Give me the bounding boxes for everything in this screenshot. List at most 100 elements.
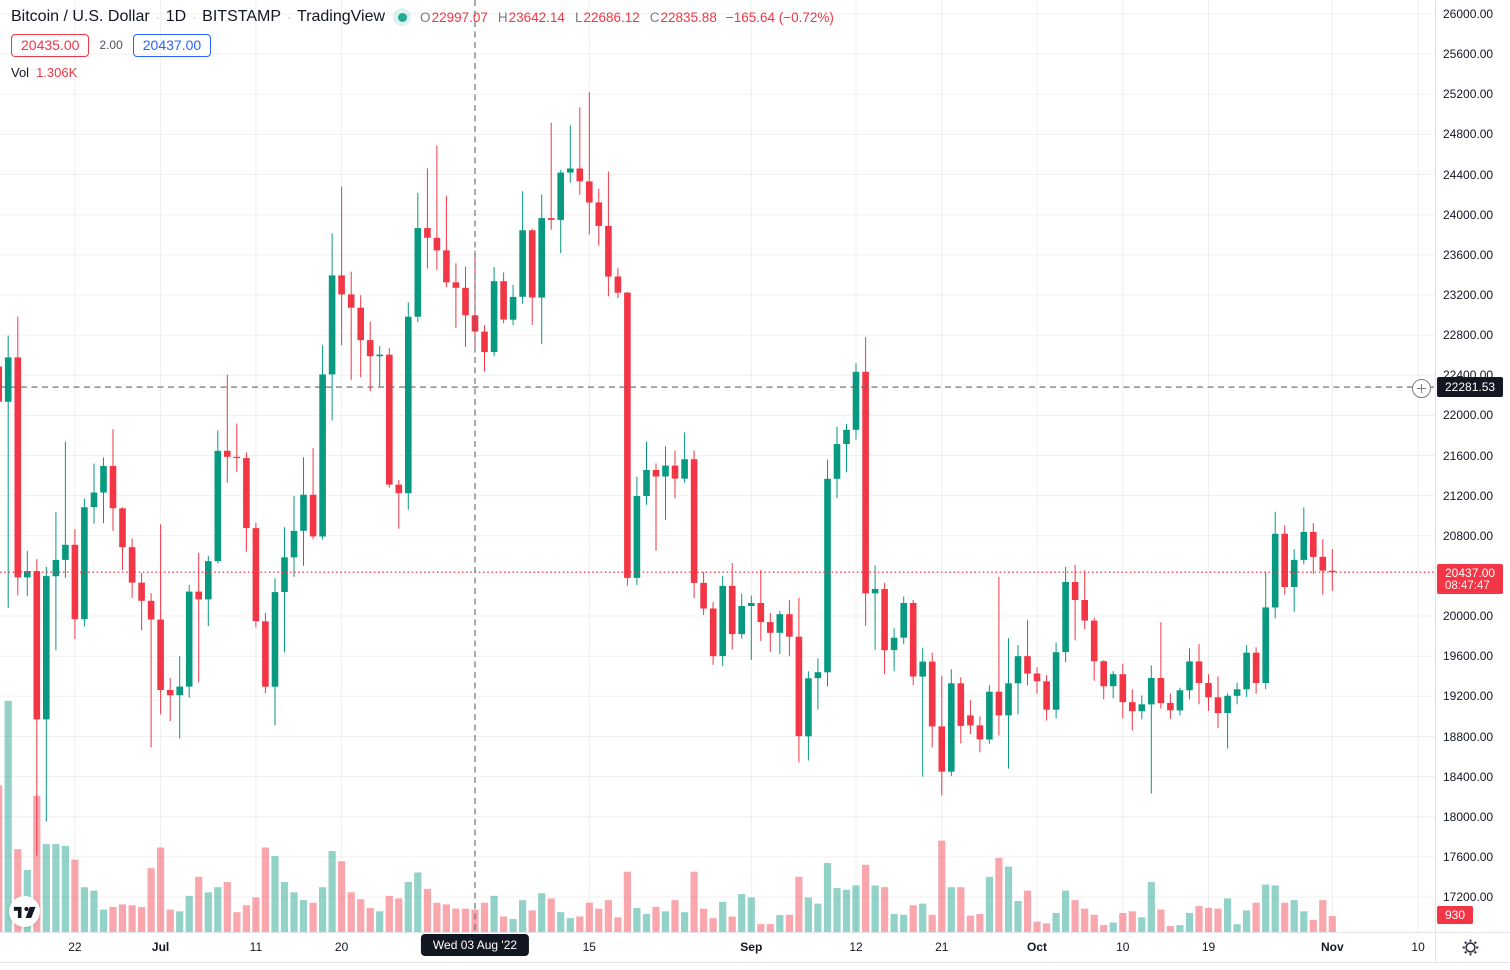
volume-bar — [995, 857, 1003, 932]
price-axis-label: 19200.00 — [1443, 689, 1494, 704]
candle-body — [700, 582, 707, 609]
price-axis-label: 20000.00 — [1443, 609, 1494, 623]
candle-body — [414, 228, 422, 317]
candle-body — [1310, 531, 1317, 557]
candle-body — [90, 492, 98, 508]
candle-body — [748, 603, 755, 606]
candle-body — [443, 250, 450, 283]
price-axis-label: 20800.00 — [1443, 528, 1494, 543]
candle-body — [1071, 582, 1079, 600]
volume-bar — [823, 863, 832, 932]
volume-bar — [433, 902, 441, 932]
bid-ask-row: 20435.00 2.00 20437.00 — [11, 33, 834, 57]
candle-body — [366, 340, 374, 357]
price-axis-label: 21600.00 — [1443, 448, 1494, 463]
volume-bar — [852, 885, 860, 932]
candle-body — [386, 354, 393, 485]
volume-bar — [795, 876, 803, 932]
candle-body — [1319, 556, 1327, 571]
price-axis-label: 25600.00 — [1443, 47, 1494, 62]
volume-bar — [1071, 900, 1079, 932]
candle-body — [824, 478, 831, 673]
candle-body — [967, 715, 974, 726]
candle-body — [462, 287, 469, 316]
candle-body — [338, 275, 345, 295]
volume-bar — [1128, 911, 1136, 932]
time-axis-label: Nov — [1320, 940, 1344, 954]
price-axis-label: 23600.00 — [1443, 247, 1494, 262]
volume-bar — [719, 901, 727, 932]
volume-label: Vol — [11, 64, 30, 80]
candle-body — [119, 508, 126, 548]
volume-bar — [1109, 922, 1117, 932]
candle-body — [843, 429, 850, 444]
candle-body — [1243, 652, 1250, 690]
volume-bar — [328, 851, 336, 932]
volume-bar — [1271, 885, 1279, 932]
volume-bar — [557, 912, 565, 932]
candle-body — [185, 591, 193, 687]
volume-bar — [509, 919, 517, 932]
volume-bar — [1300, 911, 1308, 932]
volume-bar — [242, 905, 250, 932]
volume-bar — [900, 914, 908, 932]
exchange-label[interactable]: BITSTAMP — [202, 8, 281, 25]
settings-gear-icon[interactable] — [1462, 939, 1479, 956]
candle-body — [1271, 533, 1279, 608]
candle-body — [928, 661, 936, 727]
volume-bar — [0, 785, 3, 932]
volume-bar — [309, 902, 317, 932]
time-axis-label: 10 — [1411, 940, 1425, 954]
ask-price-button[interactable]: 20437.00 — [132, 33, 212, 57]
volume-bar — [195, 876, 203, 932]
candle-body — [1252, 652, 1260, 683]
candle-body — [243, 458, 250, 529]
volume-axis-badge: 930 — [1437, 905, 1474, 924]
volume-bar — [166, 909, 174, 932]
volume-bar — [1090, 914, 1098, 932]
candle-body — [1024, 656, 1031, 674]
price-axis-label: 18000.00 — [1443, 809, 1494, 824]
volume-bar — [709, 918, 717, 932]
volume-bar — [404, 882, 412, 932]
volume-bar — [862, 864, 870, 932]
candle-body — [166, 690, 174, 696]
interval-label[interactable]: 1D — [165, 8, 187, 25]
add-alert-plus-button[interactable] — [1412, 379, 1431, 398]
candle-body — [1119, 674, 1127, 703]
volume-bar — [1119, 913, 1127, 932]
last-price-badge: 20437.00 08:47:47 — [1437, 564, 1504, 595]
candle-body — [576, 168, 584, 182]
candle-body — [643, 470, 650, 496]
volume-bar — [738, 894, 746, 932]
price-axis-label: 19600.00 — [1443, 649, 1494, 664]
candle-body — [1109, 674, 1117, 687]
volume-bar — [271, 856, 279, 932]
tradingview-attribution-link[interactable]: TradingView — [297, 8, 386, 25]
volume-bar — [1004, 866, 1013, 932]
candle-body — [833, 444, 841, 479]
candle-body — [395, 484, 403, 494]
candle-body — [81, 507, 88, 620]
candle-body — [500, 281, 507, 320]
candle-body — [14, 357, 22, 578]
price-axis-label: 18400.00 — [1443, 769, 1494, 784]
candle-body — [1005, 683, 1012, 716]
candle-body — [214, 450, 222, 562]
candle-body — [376, 354, 383, 357]
candle-body — [690, 459, 698, 583]
market-status-dot[interactable] — [393, 8, 412, 26]
candle-body — [757, 603, 765, 623]
candle-body — [1262, 607, 1269, 683]
candle-body — [128, 547, 136, 583]
candle-body — [1214, 697, 1222, 714]
volume-bar — [652, 907, 660, 932]
bid-price-button[interactable]: 20435.00 — [11, 33, 90, 57]
candle-body — [528, 230, 536, 298]
price-axis-label: 22800.00 — [1443, 328, 1494, 343]
symbol-title[interactable]: Bitcoin / U.S. Dollar — [11, 8, 150, 25]
candle-body — [1014, 656, 1022, 684]
candle-body — [290, 530, 298, 558]
tradingview-logo[interactable] — [9, 896, 40, 927]
